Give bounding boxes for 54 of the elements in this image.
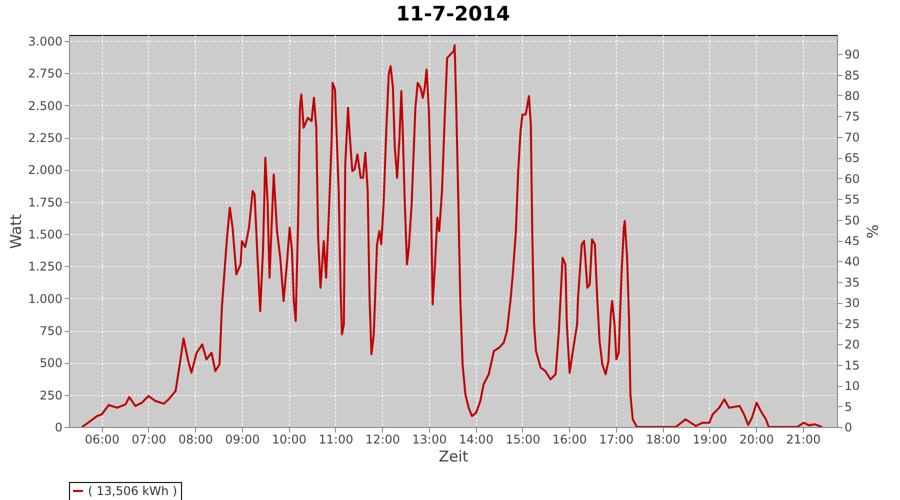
y2-tick-label: 90 (844, 48, 860, 62)
y2-tick-label: 10 (844, 379, 860, 394)
x-tick-label: 20:00 (739, 432, 774, 446)
y2-tick-label: 75 (844, 110, 860, 124)
x-tick-label: 19:00 (692, 432, 728, 446)
x-tick-label: 15:00 (506, 432, 540, 446)
chart-title: 11-7-2014 (396, 1, 510, 26)
y2-tick-label: 45 (844, 234, 860, 248)
y-tick-label: 2.250 (28, 131, 62, 146)
y2-tick-label: 0 (844, 420, 852, 434)
y2-tick-label: 85 (844, 68, 860, 82)
x-tick-label: 18:00 (646, 432, 680, 446)
y-tick-label: 2.000 (28, 163, 62, 178)
y2-tick-label: 35 (844, 275, 860, 290)
y2-tick-label: 15 (844, 358, 860, 372)
y2-tick-label: 30 (844, 296, 860, 310)
x-tick-label: 14:00 (458, 432, 494, 446)
y2-tick-label: 20 (844, 338, 860, 352)
y2-tick-label: 65 (844, 151, 860, 166)
y2-tick-label: 70 (844, 130, 860, 144)
x-axis-title: Zeit (438, 448, 468, 466)
y-tick-label: 1.500 (28, 228, 62, 242)
y-tick-label: 3.000 (28, 34, 62, 49)
y-tick-label: 2.750 (28, 66, 62, 81)
y-tick-label: 1.750 (28, 195, 62, 210)
x-tick-label: 13:00 (412, 432, 447, 446)
x-tick-label: 08:00 (178, 432, 214, 446)
x-tick-label: 09:00 (225, 432, 260, 446)
y2-tick-label: 5 (844, 400, 852, 414)
y-tick-label: 1.250 (28, 260, 62, 274)
x-tick-label: 17:00 (599, 432, 634, 446)
x-tick-label: 16:00 (552, 432, 587, 446)
y2-tick-label: 40 (844, 254, 860, 269)
line-series (81, 44, 824, 427)
y2-tick-label: 50 (844, 213, 860, 228)
y2-tick-label: 25 (844, 316, 860, 331)
y2-tick-label: 80 (844, 89, 860, 103)
legend-label: ( 13,506 kWh ) (88, 484, 178, 498)
y-tick-label: 500 (40, 356, 62, 370)
x-tick-label: 10:00 (272, 432, 306, 446)
y2-axis-title: % (862, 224, 881, 239)
y-tick-label: 2.500 (28, 98, 62, 113)
y-tick-label: 1.000 (28, 292, 62, 306)
y-tick-label: 250 (40, 388, 62, 402)
y2-tick-label: 60 (844, 172, 860, 186)
y-axis-title: Watt (7, 214, 26, 249)
x-tick-label: 21:00 (786, 432, 821, 446)
y2-tick-label: 55 (844, 192, 860, 207)
x-tick-label: 07:00 (132, 432, 166, 446)
y-tick-label: 0 (54, 420, 62, 434)
x-tick-label: 06:00 (84, 432, 120, 446)
x-tick-label: 12:00 (365, 432, 400, 446)
x-tick-label: 11:00 (318, 432, 354, 446)
y-tick-label: 750 (40, 324, 62, 338)
